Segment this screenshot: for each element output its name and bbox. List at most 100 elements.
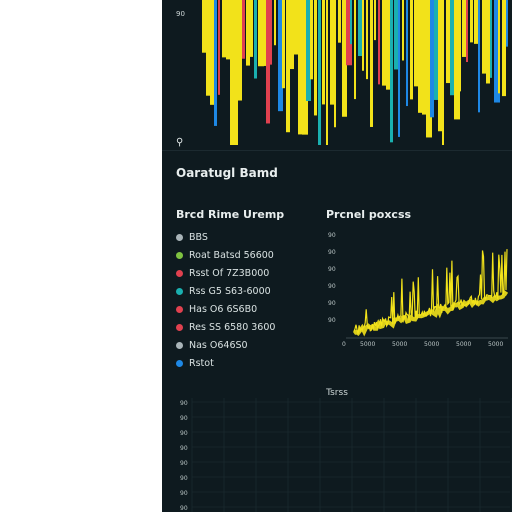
legend-item: Rsst Of 7Z3B000 — [176, 264, 275, 282]
top-chart-bar — [398, 0, 400, 137]
bottom-y-tick: 90 — [180, 475, 188, 482]
top-chart-bar — [382, 0, 386, 86]
top-chart-bar — [246, 0, 250, 66]
bottom-y-tick: 90 — [180, 460, 188, 467]
legend-label: Rsst Of 7Z3B000 — [189, 267, 270, 279]
legend-dot-icon — [176, 305, 183, 313]
location-pin-icon: ⚲ — [176, 137, 184, 148]
mini-line-series — [353, 249, 508, 334]
mini-y-tick: 90 — [328, 266, 336, 273]
mini-origin-label: 0 — [342, 341, 346, 348]
top-chart-bar — [282, 0, 285, 89]
dashboard-title: Oaratugl Bamd — [176, 166, 278, 180]
mini-x-tick: 5000 — [488, 341, 503, 348]
legend-dot-icon — [176, 287, 183, 295]
mini-band-series — [352, 290, 509, 337]
top-chart-bar — [490, 0, 492, 78]
top-chart-bar — [370, 0, 373, 127]
top-chart-bar — [330, 0, 336, 105]
top-chart-bar — [326, 0, 328, 145]
top-chart-bar — [322, 0, 325, 105]
bottom-y-tick: 90 — [180, 505, 188, 512]
top-chart-bar — [426, 0, 432, 138]
legend-label: Rstot — [189, 357, 214, 369]
legend-item: Rss G5 S63-6000 — [176, 282, 275, 300]
top-chart-bar — [390, 0, 393, 143]
bottom-grid-chart: 90 90 90 90 90 90 90 90 — [180, 398, 512, 512]
top-chart-bar — [482, 0, 487, 74]
bottom-y-tick: 90 — [180, 445, 188, 452]
top-chart-bar — [446, 0, 451, 84]
top-chart-bar — [498, 0, 500, 94]
top-chart-bar — [218, 0, 220, 95]
top-chart-bar — [318, 0, 321, 145]
bottom-y-tick: 90 — [180, 400, 188, 407]
top-chart-bar — [310, 0, 313, 80]
mini-x-tick: 5000 — [424, 341, 439, 348]
legend-dot-icon — [176, 233, 183, 241]
top-chart-bar — [302, 0, 308, 135]
top-chart-bar — [402, 0, 404, 61]
top-chart-bar — [354, 0, 356, 100]
legend-dot-icon — [176, 359, 183, 367]
top-chart-bar — [270, 0, 272, 65]
top-chart-bar — [222, 0, 227, 58]
top-chart-bar — [242, 0, 245, 59]
top-chart-bar — [430, 0, 434, 118]
top-chart-bar — [438, 0, 443, 132]
top-chart-bar — [506, 0, 508, 47]
top-chart-bar — [478, 0, 480, 113]
top-chart-bar — [462, 0, 467, 57]
mini-x-tick: 5000 — [392, 341, 407, 348]
top-chart-bar — [266, 0, 270, 124]
top-chart-bar — [278, 0, 283, 112]
top-chart-bar — [230, 0, 236, 145]
top-chart-bar — [254, 0, 257, 79]
top-chart-bar — [418, 0, 424, 113]
mini-y-tick: 90 — [328, 283, 336, 290]
bottom-y-tick: 90 — [180, 430, 188, 437]
legend-label: Nas O646S0 — [189, 339, 248, 351]
left-blank-area — [0, 0, 162, 512]
top-chart-bar — [458, 0, 461, 92]
top-chart-bar — [466, 0, 468, 63]
top-chart-bar — [366, 0, 368, 80]
legend-dot-icon — [176, 323, 183, 331]
legend-label: Res SS 6580 3600 — [189, 321, 276, 333]
top-chart-bar — [258, 0, 264, 67]
top-chart-bar — [226, 0, 230, 60]
top-chart-bar — [334, 0, 336, 128]
top-chart-bar — [486, 0, 490, 84]
legend-item: Has O6 6S6B0 — [176, 300, 275, 318]
top-chart-bar — [450, 0, 455, 96]
top-chart-bar — [358, 0, 364, 57]
dashboard-panel: 90 ⚲ Oaratugl Bamd Brcd Rime Uremp BBS Ro… — [162, 0, 512, 512]
top-chart-bar — [374, 0, 376, 41]
top-chart-bar — [290, 0, 294, 70]
top-chart-bar — [434, 0, 440, 100]
legend-label: Roat Batsd 56600 — [189, 249, 274, 261]
mini-y-tick: 90 — [328, 317, 336, 324]
top-chart-bar — [422, 0, 428, 115]
legend-dot-icon — [176, 269, 183, 277]
legend-dot-icon — [176, 341, 183, 349]
bottom-chart-title: Tsrss — [326, 388, 348, 398]
mini-y-tick: 90 — [328, 300, 336, 307]
top-chart-bar — [250, 0, 253, 57]
top-chart-bar — [274, 0, 276, 46]
top-chart-bar — [294, 0, 299, 55]
legend-label: Has O6 6S6B0 — [189, 303, 258, 315]
top-chart-bar — [454, 0, 460, 120]
legend-dot-icon — [176, 251, 183, 259]
top-chart-bar — [262, 0, 266, 66]
top-chart-tick: 90 — [176, 10, 185, 18]
section-divider — [162, 150, 512, 151]
top-chart-bar — [394, 0, 399, 70]
top-chart-bar — [470, 0, 473, 43]
legend-item: Nas O646S0 — [176, 336, 275, 354]
top-chart-bar — [406, 0, 408, 107]
top-chart-bar — [342, 0, 347, 117]
top-chart-bar — [502, 0, 506, 97]
top-chart-bar — [414, 0, 418, 87]
top-chart-bar — [494, 0, 500, 103]
